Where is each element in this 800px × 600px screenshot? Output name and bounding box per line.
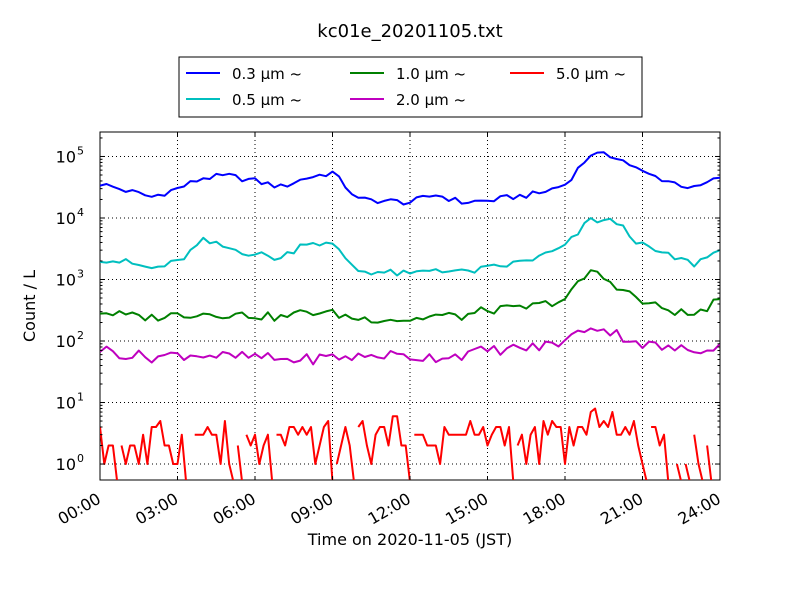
legend-label-2: 0.5 μm ~ <box>232 91 302 109</box>
y-tick-exponent: 2 <box>77 329 84 342</box>
y-tick-exponent: 0 <box>77 452 84 465</box>
legend-label-3: 1.0 μm ~ <box>396 65 466 83</box>
y-tick-label: 10 <box>56 394 76 413</box>
y-tick-label: 10 <box>56 270 76 289</box>
legend-label-5: 5.0 μm ~ <box>556 65 626 83</box>
grid <box>100 132 720 480</box>
y-tick-exponent: 1 <box>77 391 84 404</box>
y-tick-label: 10 <box>56 455 76 474</box>
x-tick-label: 18:00 <box>520 489 569 529</box>
x-tick-label: 21:00 <box>597 489 646 529</box>
legend-label-1: 0.3 μm ~ <box>232 65 302 83</box>
x-axis-tick-labels: 00:00 03:00 06:00 09:00 12:00 15:00 18:00 21:00… <box>55 489 724 529</box>
x-tick-label: 06:00 <box>210 489 259 529</box>
series-line-3 <box>100 269 720 324</box>
series-line-1 <box>100 151 720 206</box>
x-tick-label: 09:00 <box>287 489 336 529</box>
series-line-4 <box>100 327 720 366</box>
series-line-2 <box>100 217 720 277</box>
x-tick-label: 00:00 <box>55 489 104 529</box>
chart-title: kc01e_20201105.txt <box>317 21 502 42</box>
legend-box <box>178 56 643 118</box>
y-tick-exponent: 5 <box>77 144 84 157</box>
y-tick-exponent: 3 <box>77 267 84 280</box>
x-tick-label: 12:00 <box>365 489 414 529</box>
legend: 0.3 μm ~ 0.5 μm ~ 1.0 μm ~ 2.0 μm ~ 5.0 μm ~ <box>178 56 643 118</box>
series-lines <box>100 151 720 480</box>
plot-area <box>99 131 721 481</box>
y-tick-label: 10 <box>56 147 76 166</box>
x-tick-label: 24:00 <box>675 489 724 529</box>
series-line-5 <box>100 407 713 480</box>
y-tick-label: 10 <box>56 332 76 351</box>
y-tick-exponent: 4 <box>77 206 84 219</box>
x-tick-label: 03:00 <box>132 489 181 529</box>
y-tick-label: 10 <box>56 209 76 228</box>
x-tick-label: 15:00 <box>442 489 491 529</box>
legend-label-4: 2.0 μm ~ <box>396 91 466 109</box>
axis-ticks <box>99 132 721 480</box>
x-axis-label: Time on 2020-11-05 (JST) <box>307 530 512 549</box>
y-axis-label: Count / L <box>20 270 39 342</box>
